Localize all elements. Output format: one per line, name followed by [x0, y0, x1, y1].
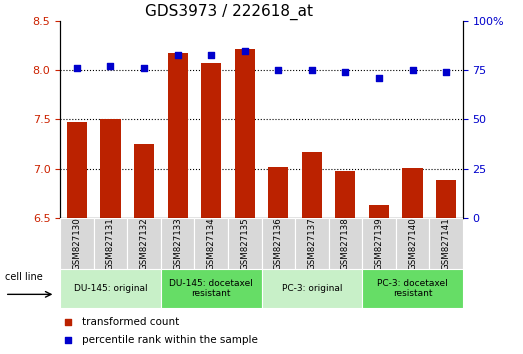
Bar: [201, 63, 221, 218]
Text: GSM827139: GSM827139: [374, 217, 383, 270]
Text: GSM827136: GSM827136: [274, 217, 283, 270]
Bar: [262, 269, 362, 308]
Bar: [362, 269, 463, 308]
Point: [442, 69, 450, 75]
Bar: [195, 218, 228, 269]
Bar: [396, 218, 429, 269]
Point: [73, 65, 81, 71]
Bar: [228, 218, 262, 269]
Bar: [362, 218, 396, 269]
Point: [106, 64, 115, 69]
Text: GSM827137: GSM827137: [308, 217, 316, 270]
Text: PC-3: docetaxel
resistant: PC-3: docetaxel resistant: [377, 279, 448, 298]
Text: DU-145: original: DU-145: original: [74, 284, 147, 293]
Bar: [403, 167, 423, 218]
Bar: [235, 49, 255, 218]
Bar: [127, 218, 161, 269]
Bar: [94, 218, 127, 269]
Bar: [302, 152, 322, 218]
Text: transformed count: transformed count: [82, 317, 179, 327]
Point: [64, 319, 72, 325]
Bar: [436, 181, 456, 218]
Bar: [161, 218, 195, 269]
Text: DU-145: docetaxel
resistant: DU-145: docetaxel resistant: [169, 279, 253, 298]
Text: percentile rank within the sample: percentile rank within the sample: [82, 335, 258, 345]
Bar: [335, 171, 356, 218]
Text: GSM827131: GSM827131: [106, 217, 115, 270]
Point: [241, 48, 249, 53]
Text: GSM827135: GSM827135: [240, 217, 249, 270]
Bar: [60, 218, 94, 269]
Point: [341, 69, 349, 75]
Text: GSM827138: GSM827138: [341, 217, 350, 270]
Bar: [67, 122, 87, 218]
Bar: [268, 167, 288, 218]
Text: GSM827133: GSM827133: [173, 217, 182, 270]
Text: cell line: cell line: [5, 272, 42, 282]
Text: GSM827130: GSM827130: [72, 217, 82, 270]
Text: GSM827141: GSM827141: [441, 217, 451, 270]
Text: GSM827140: GSM827140: [408, 217, 417, 270]
Point: [64, 337, 72, 343]
Bar: [167, 53, 188, 218]
Point: [308, 68, 316, 73]
Point: [375, 75, 383, 81]
Text: GSM827134: GSM827134: [207, 217, 215, 270]
Bar: [100, 120, 120, 218]
Bar: [429, 218, 463, 269]
Title: GDS3973 / 222618_at: GDS3973 / 222618_at: [145, 4, 313, 20]
Point: [140, 65, 148, 71]
Bar: [262, 218, 295, 269]
Point: [174, 52, 182, 57]
Bar: [60, 269, 161, 308]
Bar: [161, 269, 262, 308]
Bar: [295, 218, 328, 269]
Point: [274, 68, 282, 73]
Point: [207, 52, 215, 57]
Bar: [369, 205, 389, 218]
Text: GSM827132: GSM827132: [140, 217, 149, 270]
Point: [408, 68, 417, 73]
Bar: [134, 144, 154, 218]
Bar: [328, 218, 362, 269]
Text: PC-3: original: PC-3: original: [281, 284, 342, 293]
